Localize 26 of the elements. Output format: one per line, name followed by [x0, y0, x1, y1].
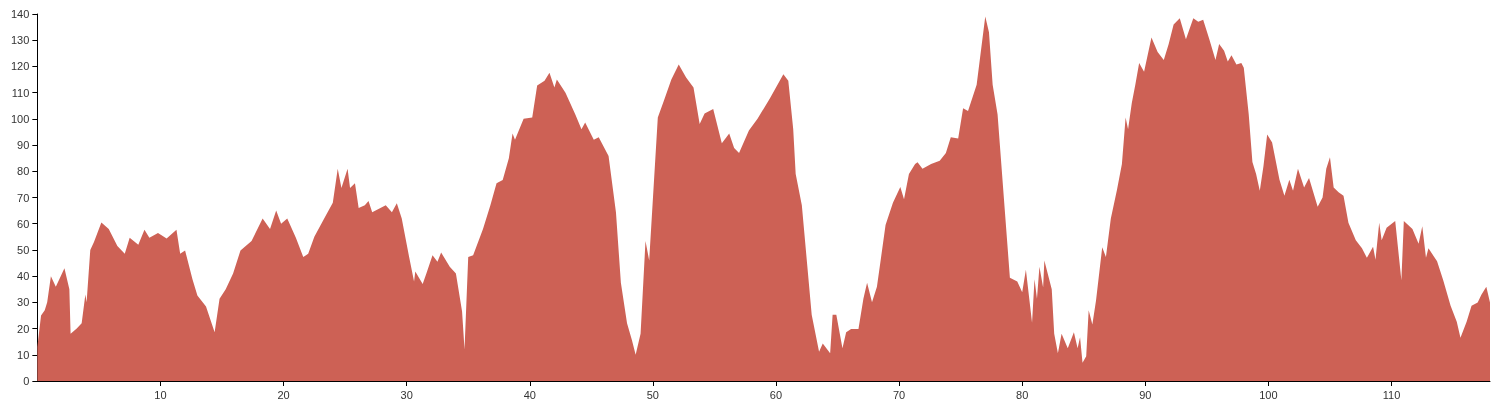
y-tick-label: 0 [23, 375, 30, 387]
x-tick-label: 50 [646, 388, 660, 401]
x-tick-label: 90 [1139, 388, 1152, 401]
y-tick-label: 100 [10, 112, 30, 125]
x-tick-label: 10 [154, 388, 167, 401]
x-tick-label: 100 [1259, 388, 1278, 401]
x-tick-label: 20 [277, 388, 290, 401]
x-tick-label: 60 [769, 388, 783, 401]
x-tick-label: 40 [523, 388, 536, 401]
x-tick-label: 80 [1016, 388, 1029, 401]
y-tick-label: 70 [17, 191, 30, 204]
y-tick-label: 130 [10, 34, 30, 47]
y-tick-label: 50 [17, 243, 30, 256]
y-tick-label: 60 [17, 217, 30, 230]
y-tick-label: 80 [17, 165, 30, 178]
y-tick-label: 90 [17, 139, 30, 152]
y-tick-label: 110 [11, 86, 30, 99]
y-tick-label: 40 [17, 270, 30, 283]
y-tick-label: 10 [17, 348, 30, 361]
y-tick-label: 140 [10, 8, 30, 20]
x-tick-label: 30 [400, 388, 413, 401]
y-tick-label: 20 [17, 322, 30, 335]
y-tick-label: 30 [17, 296, 30, 309]
x-tick-label: 110 [1382, 388, 1401, 401]
y-tick-label: 120 [10, 60, 30, 73]
x-tick-label: 70 [892, 388, 906, 401]
